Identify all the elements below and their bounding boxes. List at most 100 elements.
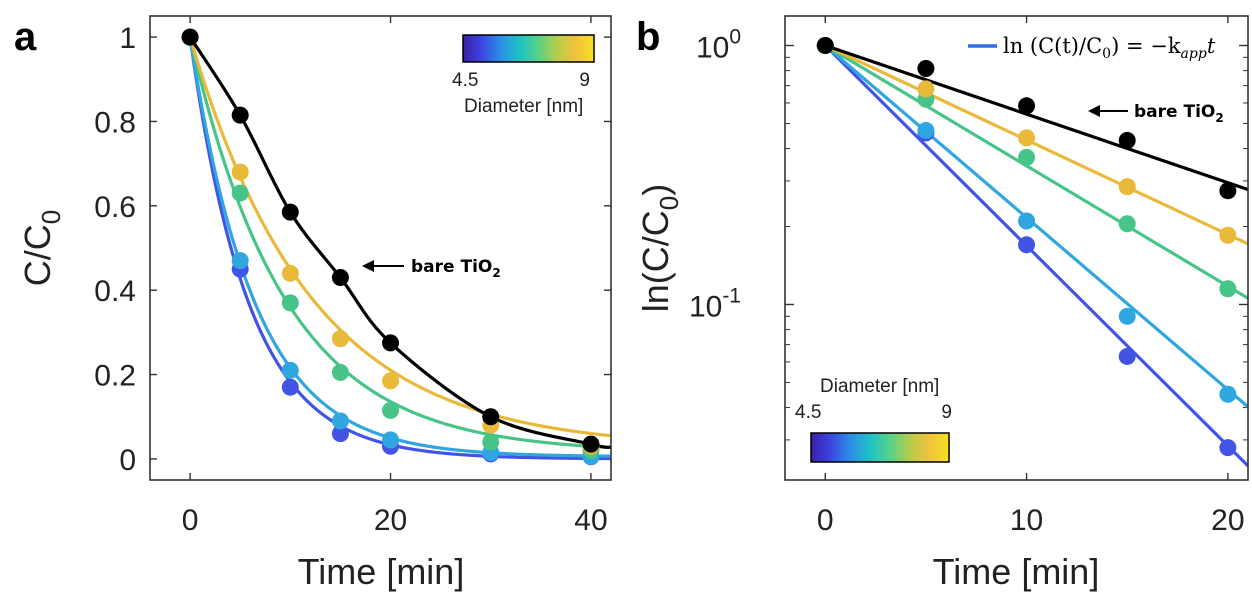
- panel-b-ytick-label: 100: [696, 26, 741, 65]
- panel-b-legend: ln (C(t)/C0) = −kappt: [968, 34, 1216, 62]
- panel-b-xtick-label: 20: [1211, 504, 1244, 537]
- panel-a-colorbar-min: 4.5: [452, 70, 478, 91]
- panel-a-ytick-label: 0.4: [94, 275, 136, 308]
- panel-a-annotation-arrow-head: [362, 260, 374, 272]
- panel-b-ytick-label: 10-1: [689, 284, 741, 323]
- panel-b-annotation-text: bare TiO2: [1134, 102, 1224, 125]
- panel-b-series-line: [824, 44, 1248, 469]
- panel-a-xtick-label: 0: [182, 504, 199, 537]
- panel-a-data-point: [331, 330, 349, 348]
- panel-b-frame: [784, 15, 1249, 481]
- panel-b-data-point: [1118, 307, 1136, 325]
- panel-a-ytick-label: 1: [119, 22, 136, 55]
- panel-b-data-point: [1018, 148, 1036, 166]
- panel-b-data-point: [1118, 215, 1136, 233]
- panel-a-data-point: [231, 184, 249, 202]
- panel-b-colorbar-max: 9: [941, 402, 952, 423]
- panel-b-data-point: [1018, 212, 1036, 230]
- panel-b-xtick-label: 10: [1010, 504, 1043, 537]
- panel-a-data-point: [382, 401, 400, 419]
- panel-b-data-point: [1118, 347, 1136, 365]
- panel-b-ylabel: ln(C/C0): [635, 184, 684, 312]
- panel-a-data-point: [231, 163, 249, 181]
- panel-a-data-point: [231, 252, 249, 270]
- panel-b-colorbar-min: 4.5: [795, 402, 821, 423]
- panel-a-ytick-label: 0.6: [94, 191, 136, 224]
- panel-a-ytick-label: 0: [119, 444, 136, 477]
- panel-b-series-line: [824, 44, 1248, 301]
- panel-b-data-point: [1219, 226, 1237, 244]
- panel-b-annotation: bare TiO2: [1088, 102, 1224, 125]
- panel-a-series-line: [188, 36, 611, 449]
- panel-a-xlabel: Time [min]: [298, 551, 465, 592]
- panel-a-curves: [188, 36, 611, 461]
- panel-b-ticks: 0 10 20 100 10-1: [689, 16, 1248, 537]
- panel-b-data-point: [1018, 236, 1036, 254]
- panel-a-annotation: bare TiO2: [362, 257, 501, 280]
- panel-b-points: [816, 37, 1237, 457]
- panel-a-frame: [149, 15, 612, 481]
- panel-a-data-point: [582, 435, 600, 453]
- panel-a-data-point: [331, 363, 349, 381]
- panel-a-series-line: [188, 36, 611, 458]
- panel-a-xtick-label: 20: [374, 504, 407, 537]
- panel-a-letter: a: [14, 15, 37, 59]
- panel-a-data-point: [482, 433, 500, 451]
- panel-b-curves: [824, 43, 1248, 469]
- panel-b-xtick-label: 0: [817, 504, 834, 537]
- panel-b-data-point: [1219, 439, 1237, 457]
- panel-a: a 0 20 40 0 0.2 0.4 0.6 0.8 1 Time [min] C/C0 4.…: [14, 15, 612, 592]
- panel-a-ylabel: C/C0: [17, 210, 66, 286]
- panel-b-data-point: [917, 60, 935, 78]
- panel-a-series-line: [188, 36, 611, 461]
- panel-a-data-point: [382, 334, 400, 352]
- panel-b-data-point: [1118, 178, 1136, 196]
- panel-a-data-point: [281, 203, 299, 221]
- panel-a-colorbar-label: Diameter [nm]: [464, 96, 583, 117]
- panel-b-colorbar-bar: [810, 432, 950, 463]
- panel-b-xlabel: Time [min]: [933, 551, 1100, 592]
- panel-a-series-line: [188, 36, 611, 450]
- panel-a-data-point: [382, 372, 400, 390]
- panel-a-data-point: [281, 378, 299, 396]
- panel-b-data-point: [1219, 182, 1237, 200]
- panel-b-series-line: [824, 44, 1248, 409]
- panel-a-annotation-text: bare TiO2: [411, 257, 501, 280]
- panel-b-data-point: [1118, 131, 1136, 149]
- panel-a-colorbar-bar: [462, 34, 595, 63]
- panel-b-data-point: [917, 121, 935, 139]
- panel-a-data-point: [331, 269, 349, 287]
- panel-b: b 0 10 20 100 10-1 Time [min] ln(C/C0) ln (C…: [635, 15, 1249, 592]
- panel-a-ticks: 0 20 40 0 0.2 0.4 0.6 0.8 1: [94, 16, 611, 537]
- panel-b-colorbar: Diameter [nm] 4.5 9: [795, 376, 952, 463]
- panel-a-data-point: [231, 106, 249, 124]
- panel-b-data-point: [1219, 280, 1237, 298]
- panel-b-data-point: [1219, 385, 1237, 403]
- panel-a-data-point: [281, 294, 299, 312]
- panel-a-data-point: [281, 361, 299, 379]
- panel-a-data-point: [331, 412, 349, 430]
- panel-a-colorbar: 4.5 9 Diameter [nm]: [452, 34, 595, 117]
- panel-b-data-point: [1018, 97, 1036, 115]
- panel-a-data-point: [382, 431, 400, 449]
- panel-b-series-line: [824, 43, 1248, 192]
- panel-b-colorbar-label: Diameter [nm]: [820, 376, 939, 397]
- panel-b-data-point: [1018, 129, 1036, 147]
- panel-a-data-point: [482, 408, 500, 426]
- panel-a-series-line: [188, 36, 611, 438]
- panel-a-data-point: [281, 264, 299, 282]
- panel-a-points: [181, 28, 600, 466]
- panel-b-series-line: [824, 44, 1248, 246]
- panel-b-letter: b: [636, 15, 660, 59]
- panel-b-annotation-arrow-head: [1088, 105, 1100, 117]
- panel-a-xtick-label: 40: [574, 504, 607, 537]
- panel-b-data-point: [917, 80, 935, 98]
- panel-a-data-point: [181, 28, 199, 46]
- panel-a-colorbar-max: 9: [579, 70, 590, 91]
- panel-a-ytick-label: 0.2: [94, 360, 136, 393]
- panel-a-ytick-label: 0.8: [94, 106, 136, 139]
- panel-b-legend-text: ln (C(t)/C0) = −kappt: [1003, 34, 1216, 62]
- panel-b-data-point: [816, 37, 834, 55]
- panel-a-data-point: [331, 425, 349, 443]
